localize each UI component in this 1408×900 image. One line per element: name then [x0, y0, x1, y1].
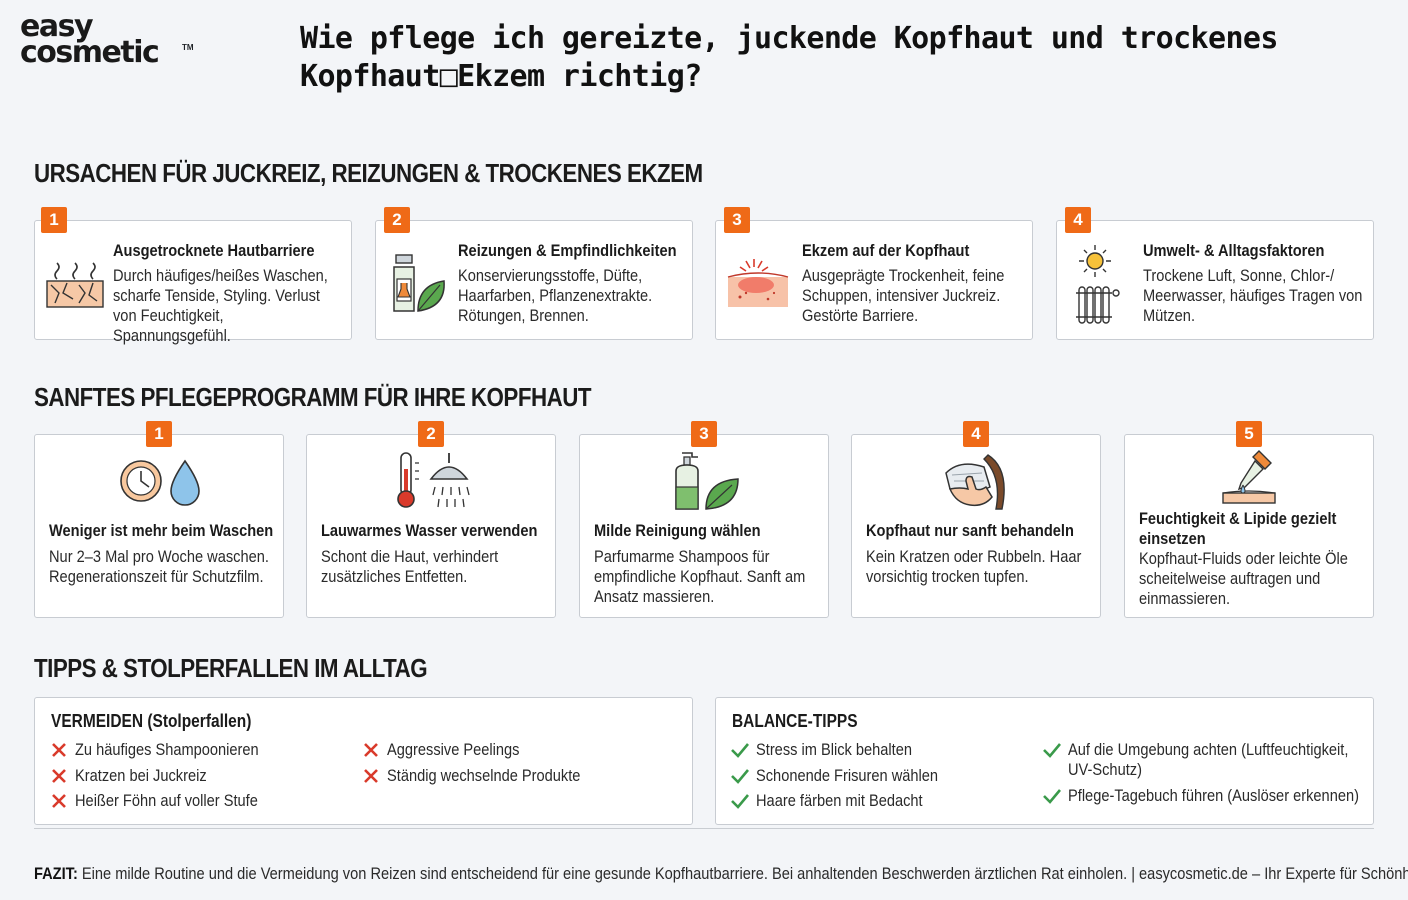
logo: easy cosmetic TM	[20, 9, 194, 70]
card-text: Trockene Luft, Sonne, Chlor-/ Meerwasser…	[1143, 266, 1363, 325]
towel-hand-icon	[945, 454, 1005, 510]
divider	[34, 828, 1374, 829]
logo-line2: cosmetic	[20, 35, 160, 70]
care-card-2: 2 Lauwarmes Wasser verwenden Schont die …	[306, 421, 556, 618]
card-text: Kein Kratzen oder Rubbeln. Haar vorsicht…	[866, 547, 1082, 586]
avoid-item: Heißer Föhn auf voller Stufe	[75, 791, 258, 810]
bottle-leaf-icon	[393, 254, 445, 312]
care-card-5: 5 Feuchtigkeit & Lipide gezielt einsetze…	[1124, 421, 1374, 618]
balance-item: Schonende Frisuren wählen	[756, 766, 939, 785]
balance-box: BALANCE-TIPPS Stress im Blick behalten S…	[715, 697, 1374, 825]
care-card-3: 3 Milde Reinigung wählen Parfumarme Sham…	[579, 421, 829, 618]
avoid-item: Kratzen bei Juckreiz	[75, 766, 207, 785]
card-text: Durch häufiges/heißes Waschen, scharfe T…	[113, 266, 328, 345]
card-text: Parfumarme Shampoos für empfindliche Kop…	[594, 547, 806, 606]
step-badge: 5	[1236, 421, 1262, 447]
inflamed-skin-icon	[727, 259, 789, 307]
balance-heading: BALANCE-TIPPS	[732, 711, 858, 731]
card-text: Schont die Haut, verhindert zusätzliches…	[321, 547, 499, 586]
step-badge: 3	[724, 207, 750, 233]
check-icon	[1043, 743, 1061, 758]
card-title: Kopfhaut nur sanft behandeln	[866, 521, 1074, 540]
conclusion: FAZIT: Eine milde Routine und die Vermei…	[34, 864, 1408, 884]
card-title: Umwelt- & Alltagsfaktoren	[1143, 241, 1325, 260]
avoid-box: VERMEIDEN (Stolperfallen) Zu häufiges Sh…	[34, 697, 693, 825]
page-title: Wie pflege ich gereizte, juckende Kopfha…	[300, 21, 1278, 94]
balance-item: Haare färben mit Bedacht	[756, 791, 923, 810]
section-heading-care-program: SANFTES PFLEGEPROGRAMM FÜR IHRE KOPFHAUT	[34, 382, 592, 412]
section-heading-causes: URSACHEN FÜR JUCKREIZ, REIZUNGEN & TROCK…	[34, 158, 703, 188]
step-badge: 2	[384, 207, 410, 233]
cause-card-3: 3 Ekzem auf der Kopfhaut Ausgeprägte Tro…	[715, 207, 1033, 340]
cross-icon	[364, 743, 378, 757]
card-title: Weniger ist mehr beim Waschen	[49, 521, 274, 540]
cause-card-4: 4 Umwelt- & Alltagsfaktoren Trockene Luf…	[1056, 207, 1374, 340]
avoid-item: Aggressive Peelings	[387, 740, 520, 759]
card-title: Milde Reinigung wählen	[594, 521, 761, 540]
logo-line1: easy	[20, 9, 94, 44]
card-text: Kopfhaut-Fluids oder leichte Öle scheite…	[1139, 549, 1348, 608]
step-badge: 4	[963, 421, 989, 447]
cross-icon	[364, 769, 378, 783]
clock-drop-icon	[120, 459, 200, 506]
card-title: Ekzem auf der Kopfhaut	[802, 241, 970, 260]
balance-item: Pflege-Tagebuch führen (Auslöser erkenne…	[1068, 786, 1359, 805]
conclusion-label: FAZIT:	[34, 864, 78, 883]
cross-icon	[52, 794, 66, 808]
check-icon	[731, 794, 749, 809]
step-badge: 3	[691, 421, 717, 447]
section-heading-tips: TIPPS & STOLPERFALLEN IM ALLTAG	[34, 653, 428, 683]
logo-trademark: TM	[182, 43, 194, 52]
cross-icon	[52, 743, 66, 757]
card-text: Nur 2–3 Mal pro Woche waschen. Regenerat…	[49, 547, 269, 586]
dropper-icon	[1222, 450, 1276, 504]
step-badge: 1	[146, 421, 172, 447]
dry-skin-icon	[46, 262, 104, 308]
balance-item: Auf die Umgebung achten (Luftfeuchtigkei…	[1068, 740, 1349, 779]
card-text: Ausgeprägte Trockenheit, feine Schuppen,…	[802, 266, 1005, 325]
step-badge: 1	[41, 207, 67, 233]
cause-card-1: 1 Ausgetrocknete Hautbarriere Durch häuf…	[34, 207, 352, 345]
cause-card-2: 2 Reizungen & Empfindlichkeiten Konservi…	[375, 207, 693, 340]
care-card-4: 4 Kopfhaut nur sanft behandeln Kein Krat…	[851, 421, 1101, 618]
care-card-1: 1 Weniger ist mehr beim Waschen Nur 2–3 …	[34, 421, 284, 618]
shampoo-leaf-icon	[675, 452, 739, 510]
card-title: Ausgetrocknete Hautbarriere	[113, 241, 315, 260]
card-title: Reizungen & Empfindlichkeiten	[458, 241, 677, 260]
step-badge: 4	[1065, 207, 1091, 233]
card-text: Konservierungsstoffe, Düfte, Haarfarben,…	[458, 266, 653, 325]
balance-item: Stress im Blick behalten	[756, 740, 913, 759]
conclusion-text: Eine milde Routine und die Vermeidung vo…	[77, 864, 1408, 883]
check-icon	[1043, 789, 1061, 804]
check-icon	[731, 769, 749, 784]
check-icon	[731, 743, 749, 758]
avoid-item: Ständig wechselnde Produkte	[387, 766, 581, 785]
avoid-item: Zu häufiges Shampoonieren	[75, 740, 259, 759]
card-title: Lauwarmes Wasser verwenden	[321, 521, 538, 540]
cross-icon	[52, 769, 66, 783]
step-badge: 2	[418, 421, 444, 447]
thermometer-shower-icon	[397, 452, 470, 508]
avoid-heading: VERMEIDEN (Stolperfallen)	[51, 711, 252, 731]
sun-heater-icon	[1076, 245, 1120, 324]
card-title: Feuchtigkeit & Lipide gezielt einsetzen	[1139, 509, 1337, 548]
